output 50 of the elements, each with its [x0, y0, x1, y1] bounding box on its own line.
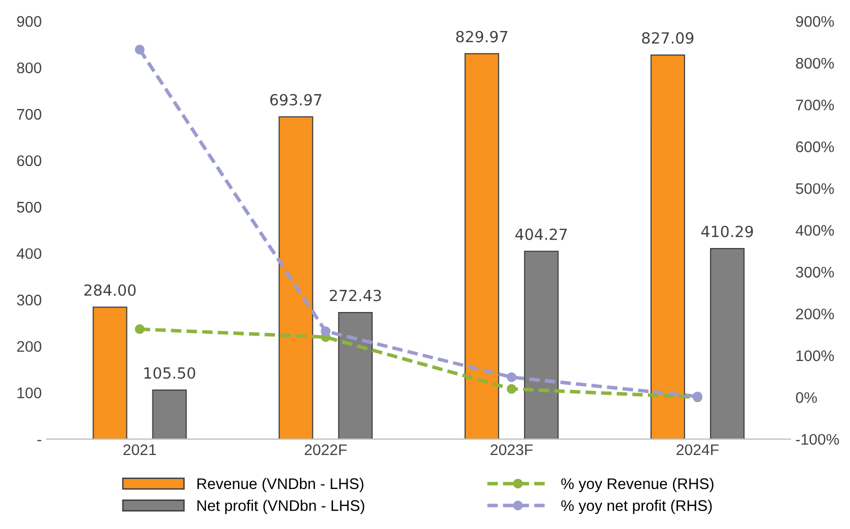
bar — [278, 116, 314, 440]
y2-tick-label: 800% — [796, 58, 834, 69]
data-label: 829.97 — [456, 30, 508, 42]
y2-tick-label: 700% — [796, 100, 834, 110]
x-tick-label: 2023F — [490, 444, 533, 456]
bar — [152, 390, 187, 440]
y2-tick-label: 600% — [796, 141, 834, 152]
data-label: 272.43 — [330, 290, 381, 302]
legend-label: % yoy Revenue (RHS) — [561, 478, 714, 492]
data-label: 284.00 — [84, 284, 136, 296]
point — [320, 326, 331, 336]
y-tick-label: 400 — [16, 248, 42, 260]
bar — [524, 250, 559, 440]
x-tick-label: 2022F — [304, 444, 347, 456]
data-label: 827.09 — [642, 32, 694, 44]
point — [134, 324, 145, 334]
legend-label: % yoy net profit (RHS) — [561, 500, 712, 514]
y2-tick-label: 500% — [796, 183, 834, 194]
data-label: 105.50 — [144, 367, 196, 379]
y-tick-label: - — [37, 440, 42, 442]
bar — [650, 54, 686, 440]
y2-tick-label: 900% — [796, 16, 834, 27]
point — [506, 372, 516, 382]
data-label: 410.29 — [701, 226, 753, 238]
point — [134, 44, 145, 54]
y-tick-label: 700 — [17, 108, 42, 120]
y2-tick-label: 400% — [796, 224, 834, 236]
data-label: 404.27 — [515, 228, 567, 240]
x-tick-label: 2021 — [123, 444, 156, 456]
y2-tick-label: 200% — [796, 308, 834, 320]
y2-tick-label: 100% — [796, 350, 834, 362]
y-tick-label: 500 — [17, 202, 42, 213]
y-tick-label: 300 — [16, 294, 42, 306]
y-tick-label: 600 — [17, 155, 42, 166]
y2-tick-label: 300% — [796, 266, 834, 278]
y-tick-label: 900 — [17, 16, 42, 27]
y-tick-label: 200 — [17, 341, 42, 352]
data-label: 693.97 — [270, 94, 322, 106]
bar — [710, 248, 745, 440]
legend-label: Revenue (VNDbn - LHS) — [197, 478, 364, 492]
x-tick-label: 2024F — [676, 444, 719, 456]
y-tick-label: 800 — [17, 62, 42, 74]
y2-tick-label: -100% — [796, 434, 839, 445]
bar — [338, 312, 373, 440]
point — [506, 384, 516, 394]
y-tick-label: 100 — [18, 388, 42, 398]
y2-tick-label: 0% — [796, 392, 817, 403]
legend-label: Net profit (VNDbn - LHS) — [197, 500, 364, 514]
bar — [464, 53, 500, 440]
bar — [92, 306, 128, 440]
